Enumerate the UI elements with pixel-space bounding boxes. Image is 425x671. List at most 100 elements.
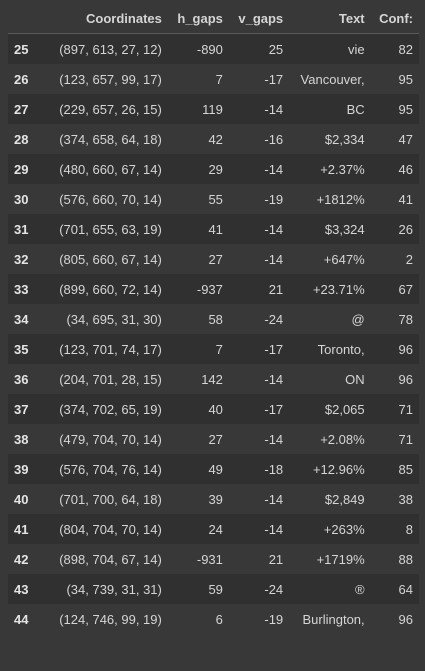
table-row: 38 (479, 704, 70, 14) 27 -14 +2.08% 71 — [8, 424, 419, 454]
table-row: 33 (899, 660, 72, 14) -937 21 +23.71% 67 — [8, 274, 419, 304]
header-text: Text — [289, 4, 371, 34]
coordinates-cell: (576, 704, 76, 14) — [59, 461, 162, 477]
text-cell: +263% — [323, 521, 365, 537]
table-row: 27 (229, 657, 26, 15) 119 -14 BC 95 — [8, 94, 419, 124]
table-row: 26 (123, 657, 99, 17) 7 -17 Vancouver, 95 — [8, 64, 419, 94]
v-gaps-cell: -17 — [264, 401, 284, 417]
text-cell: vie — [348, 41, 365, 57]
h-gaps-cell: 27 — [208, 251, 223, 267]
row-index: 38 — [14, 431, 29, 447]
table-row: 34 (34, 695, 31, 30) 58 -24 @78 — [8, 304, 419, 334]
table-row: 29 (480, 660, 67, 14) 29 -14 +2.37% 46 — [8, 154, 419, 184]
table-row: 28 (374, 658, 64, 18) 42 -16 $2,334 47 — [8, 124, 419, 154]
text-cell: Burlington, — [302, 611, 365, 627]
coordinates-cell: (479, 704, 70, 14) — [59, 431, 162, 447]
conf-cell: 41 — [398, 191, 413, 207]
v-gaps-cell: -14 — [264, 491, 284, 507]
table-row: 39 (576, 704, 76, 14) 49 -18 +12.96% 85 — [8, 454, 419, 484]
conf-cell: 88 — [398, 551, 413, 567]
conf-cell: 95 — [398, 101, 413, 117]
text-cell: $2,334 — [324, 131, 365, 147]
coordinates-cell: (374, 702, 65, 19) — [59, 401, 162, 417]
conf-cell: 95 — [398, 71, 413, 87]
table-row: 44 (124, 746, 99, 19) 6 -19 Burlington, 96 — [8, 604, 419, 634]
v-gaps-cell: -24 — [264, 311, 284, 327]
conf-cell: 71 — [398, 401, 413, 417]
table-row: 41 (804, 704, 70, 14) 24 -14 +263% 8 — [8, 514, 419, 544]
coordinates-cell: (204, 701, 28, 15) — [59, 371, 162, 387]
text-cell: $2,849 — [324, 491, 365, 507]
table-body: 25 (897, 613, 27, 12) -890 25 vie 8 2 26 (123, 6… — [8, 33, 419, 634]
coordinates-cell: (229, 657, 26, 15) — [59, 101, 162, 117]
h-gaps-cell: 24 — [208, 521, 223, 537]
coordinates-cell: (897, 613, 27, 12) — [59, 41, 162, 57]
coordinates-cell: (804, 704, 70, 14) — [59, 521, 162, 537]
v-gaps-cell: -16 — [264, 131, 284, 147]
row-index: 44 — [14, 611, 29, 627]
text-cell: +1812% — [316, 191, 365, 207]
h-gaps-cell: 142 — [201, 371, 223, 387]
h-gaps-cell: 41 — [208, 221, 223, 237]
conf-cell: 67 — [398, 281, 413, 297]
table-row: 31 (701, 655, 63, 19) 41 -14 $3,324 26 — [8, 214, 419, 244]
header-row: Coordinates h_gaps v_gaps Text Conf: — [8, 4, 419, 34]
v-gaps-cell: 21 — [268, 281, 284, 297]
h-gaps-cell: 58 — [208, 311, 223, 327]
v-gaps-cell: -24 — [264, 581, 284, 597]
h-gaps-cell: 27 — [208, 431, 223, 447]
table-row: 43 (34, 739, 31, 31) 59 -24 ® 64 — [8, 574, 419, 604]
row-index: 27 — [14, 101, 29, 117]
text-cell: Vancouver, — [300, 71, 365, 87]
conf-cell: 85 — [398, 461, 413, 477]
text-cell: $3,324 — [324, 221, 365, 237]
h-gaps-cell: 40 — [208, 401, 223, 417]
conf-cell: 46 — [398, 161, 413, 177]
table-row: 37 (374, 702, 65, 19) 40 -17 $2,065 71 — [8, 394, 419, 424]
v-gaps-cell: 25 — [268, 41, 284, 57]
conf-cell: 8 — [405, 521, 413, 537]
coordinates-cell: (701, 700, 64, 18) — [59, 491, 162, 507]
coordinates-cell: (805, 660, 67, 14) — [59, 251, 162, 267]
h-gaps-cell: 42 — [208, 131, 223, 147]
conf-cell: 96 — [398, 371, 413, 387]
h-gaps-cell: 29 — [208, 161, 223, 177]
text-cell: @ — [351, 311, 365, 327]
h-gaps-cell: 39 — [208, 491, 223, 507]
v-gaps-cell: -19 — [264, 611, 284, 627]
text-cell: BC — [346, 101, 365, 117]
h-gaps-cell: 55 — [208, 191, 223, 207]
row-index: 37 — [14, 401, 29, 417]
table-row: 32 (805, 660, 67, 14) 27 -14 +647% 2 — [8, 244, 419, 274]
header-index — [8, 4, 44, 34]
row-index: 33 — [14, 281, 29, 297]
h-gaps-cell: 49 — [208, 461, 223, 477]
v-gaps-cell: -14 — [264, 371, 284, 387]
header-conf: Conf: — [370, 4, 419, 34]
conf-cell: 64 — [398, 581, 413, 597]
h-gaps-cell: -937 — [196, 281, 223, 297]
h-gaps-cell: 6 — [215, 611, 223, 627]
row-index: 41 — [14, 521, 29, 537]
h-gaps-cell: 7 — [215, 341, 223, 357]
table-row: 40 (701, 700, 64, 18) 39 -14 $2,849 38 — [8, 484, 419, 514]
text-cell: $2,065 — [324, 401, 365, 417]
coordinates-cell: (34, 695, 31, 30) — [66, 311, 162, 327]
row-index: 26 — [14, 71, 29, 87]
conf-cell: 2 — [405, 251, 413, 267]
v-gaps-cell: -17 — [264, 71, 284, 87]
text-cell: ® — [355, 581, 365, 597]
conf-cell: 71 — [398, 431, 413, 447]
text-cell: +2.08% — [320, 431, 365, 447]
row-index: 35 — [14, 341, 29, 357]
row-index: 25 — [14, 41, 29, 57]
row-index: 36 — [14, 371, 29, 387]
v-gaps-cell: -19 — [264, 191, 284, 207]
v-gaps-cell: -14 — [264, 221, 284, 237]
conf-cell: 96 — [398, 611, 413, 627]
h-gaps-cell: 59 — [208, 581, 223, 597]
text-cell: +1719% — [316, 551, 365, 567]
h-gaps-cell: -890 — [196, 41, 223, 57]
v-gaps-cell: 21 — [268, 551, 284, 567]
coordinates-cell: (123, 657, 99, 17) — [59, 71, 162, 87]
